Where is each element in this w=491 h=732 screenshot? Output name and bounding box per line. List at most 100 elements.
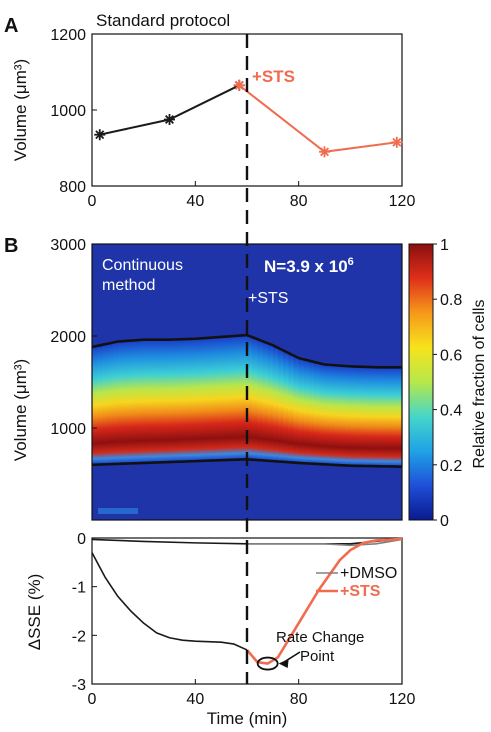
rate-change-arrow-head	[278, 659, 289, 669]
colorbar-ticks: 0 0.2 0.4 0.6 0.8 1	[433, 237, 462, 530]
panel-b: B 1000 2000 3000 Volume (μm³) Continuous m…	[4, 235, 488, 530]
panel-a-y-tick-label: 800	[59, 179, 86, 196]
heatmap-density-strip	[200, 338, 207, 461]
heatmap-density-strip	[381, 367, 388, 467]
heatmap-density-strip	[278, 349, 284, 462]
heatmap-density-strip	[350, 366, 357, 466]
heatmap-density-strip	[267, 344, 274, 461]
panel-a-control-point	[164, 114, 175, 125]
heatmap-density-strip	[164, 339, 171, 463]
panel-a-x-tick-label: 40	[186, 193, 204, 210]
heatmap-density-strip	[174, 339, 181, 462]
panel-a-sts-annotation: +STS	[252, 67, 295, 86]
panel-a-x-tick-label: 120	[389, 193, 416, 210]
panel-c-y-axis-label: ΔSSE (%)	[25, 574, 44, 651]
panel-c-dmso-line	[247, 538, 403, 547]
panel-c-x-ticks: 0 40 80 120	[88, 679, 415, 708]
heatmap-density-strip	[236, 335, 243, 460]
panel-b-y-tick-label: 3000	[50, 237, 86, 254]
heatmap-density-strip	[133, 340, 140, 464]
heatmap-density-strip	[365, 367, 372, 467]
panel-b-y-axis-label: Volume (μm³)	[11, 359, 30, 461]
panel-c-y-tick-label: -3	[72, 677, 86, 694]
heatmap-density-strip	[319, 363, 326, 465]
heatmap-density-strip	[329, 365, 336, 465]
rate-change-label-line2: Point	[300, 648, 335, 665]
heatmap-density-strip	[396, 367, 403, 467]
heatmap-density-strip	[345, 366, 351, 466]
rate-change-label-line1: Rate Change	[276, 629, 364, 646]
panel-a-sts-point	[233, 79, 245, 91]
panel-a-title: Standard protocol	[96, 11, 230, 30]
panel-a-sts-line	[238, 84, 397, 153]
heatmap-density-strip	[309, 361, 315, 464]
panel-b-y-tick-label: 1000	[50, 421, 86, 438]
heatmap-sts-annotation: +STS	[248, 290, 288, 307]
heatmap-density-strip	[190, 338, 196, 462]
panel-c: 0 -1 -2 -3 0 40 80 120 ΔSSE (%) Time (min) +DM…	[25, 531, 415, 728]
colorbar-tick-label: 0.2	[440, 458, 462, 475]
heatmap-density-strip	[288, 354, 295, 463]
heatmap-density-strip	[262, 342, 269, 461]
panel-c-y-tick-label: 0	[77, 531, 86, 548]
panel-c-sts-line	[246, 537, 403, 665]
heatmap-upper-bound-line	[91, 333, 402, 369]
heatmap-density-strip	[376, 367, 382, 467]
heatmap-density-strip	[128, 340, 134, 464]
heatmap-density-strip	[226, 336, 233, 460]
heatmap-density-strip	[195, 338, 202, 462]
panel-c-y-tick-label: -1	[72, 580, 86, 597]
heatmap-density-strip	[148, 339, 155, 463]
heatmap	[91, 244, 403, 520]
heatmap-density-strip	[257, 340, 264, 461]
rate-change-marker	[256, 651, 301, 671]
heatmap-density-strip	[324, 364, 331, 465]
heatmap-density-strip	[123, 340, 129, 464]
panel-c-x-tick-label: 80	[290, 691, 308, 708]
heatmap-density-strip	[252, 338, 258, 460]
heatmap-density-strip	[298, 358, 305, 464]
colorbar-tick-label: 0	[440, 513, 449, 530]
panel-a-x-ticks: 0 40 80 120	[88, 181, 416, 210]
heatmap-density-strip	[293, 356, 300, 463]
heatmap-density-strip	[154, 339, 160, 463]
panel-a-sts-point	[319, 146, 330, 158]
heatmap-density-strip	[216, 337, 222, 461]
heatmap-density-strip	[340, 365, 346, 466]
heatmap-density-strip	[391, 367, 398, 467]
heatmap-density-strip	[241, 335, 248, 460]
heatmap-density-strip	[117, 341, 124, 464]
panel-a: A Standard protocol 800 1000 1200 0 40 80 120…	[4, 11, 415, 210]
panel-a-x-tick-label: 0	[88, 193, 97, 210]
panel-c-y-tick-label: -2	[72, 628, 86, 645]
panel-b-y-tick-label: 2000	[50, 329, 86, 346]
heatmap-density-strip	[169, 339, 176, 462]
panel-a-control-point	[94, 129, 106, 141]
panel-c-x-tick-label: 40	[186, 691, 204, 708]
heatmap-density-strip	[371, 367, 377, 467]
heatmap-density-strip	[97, 345, 103, 465]
heatmap-density-strip	[205, 337, 212, 461]
heatmap-inset-text-1: Continuous	[102, 257, 183, 274]
legend-label: +STS	[340, 583, 381, 600]
heatmap-density-strip	[210, 337, 217, 461]
panel-c-control-lower-line	[91, 552, 248, 651]
panel-b-y-ticks: 1000 2000 3000	[50, 237, 97, 438]
panel-b-label: B	[4, 235, 18, 257]
heatmap-density-strip	[143, 339, 150, 463]
panel-c-legend: +DMSO+STS	[316, 565, 397, 600]
panel-a-y-axis-label: Volume (μm³)	[11, 59, 30, 161]
heatmap-density-strip	[102, 344, 109, 465]
heatmap-density-strip	[179, 339, 186, 462]
panel-c-x-axis-label: Time (min)	[207, 709, 288, 728]
heatmap-density-strip	[107, 343, 114, 465]
heatmap-density-strip	[355, 366, 362, 466]
panel-a-y-tick-label: 1000	[50, 103, 86, 120]
heatmap-density-strip	[303, 360, 310, 464]
heatmap-n-label: N=3.9 x 106	[264, 256, 354, 276]
heatmap-density-strip	[185, 339, 191, 462]
panel-c-x-tick-label: 0	[88, 691, 97, 708]
heatmap-density-strip	[283, 351, 289, 463]
heatmap-density-strip	[231, 336, 238, 460]
